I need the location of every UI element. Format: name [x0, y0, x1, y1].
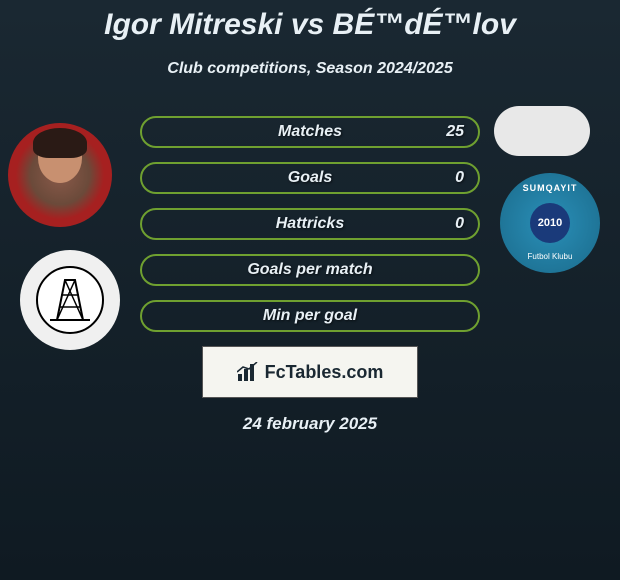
stat-row-matches: Matches 25: [140, 116, 480, 148]
club-right-bottom-text: Futbol Klubu: [528, 252, 573, 261]
stat-label: Goals per match: [247, 261, 372, 279]
stat-row-min-per-goal: Min per goal: [140, 300, 480, 332]
stat-label: Min per goal: [263, 307, 357, 325]
stat-row-hattricks: Hattricks 0: [140, 208, 480, 240]
stat-label: Matches: [278, 123, 342, 141]
stat-value-right: 25: [446, 123, 464, 141]
stat-row-goals: Goals 0: [140, 162, 480, 194]
brand-box[interactable]: FcTables.com: [202, 346, 418, 398]
player-right-avatar: [494, 106, 590, 156]
page-title: Igor Mitreski vs BÉ™dÉ™lov: [0, 0, 620, 42]
subtitle: Club competitions, Season 2024/2025: [0, 60, 620, 78]
bar-chart-icon: [237, 362, 259, 382]
stat-value-right: 0: [455, 169, 464, 187]
stat-row-goals-per-match: Goals per match: [140, 254, 480, 286]
club-right-top-text: SUMQAYIT: [523, 183, 578, 193]
content-area: SUMQAYIT 2010 Futbol Klubu Matches 25 Go…: [0, 98, 620, 434]
club-left-badge: [20, 250, 120, 350]
oil-derrick-icon: [35, 265, 105, 335]
club-right-badge: SUMQAYIT 2010 Futbol Klubu: [500, 173, 600, 273]
date-text: 24 february 2025: [0, 414, 620, 434]
player-left-avatar: [8, 123, 112, 227]
stat-value-right: 0: [455, 215, 464, 233]
stats-list: Matches 25 Goals 0 Hattricks 0 Goals per…: [140, 98, 480, 332]
club-right-year-circle: 2010: [530, 203, 570, 243]
stat-label: Hattricks: [276, 215, 344, 233]
brand-text: FcTables.com: [265, 362, 384, 383]
stat-label: Goals: [288, 169, 332, 187]
